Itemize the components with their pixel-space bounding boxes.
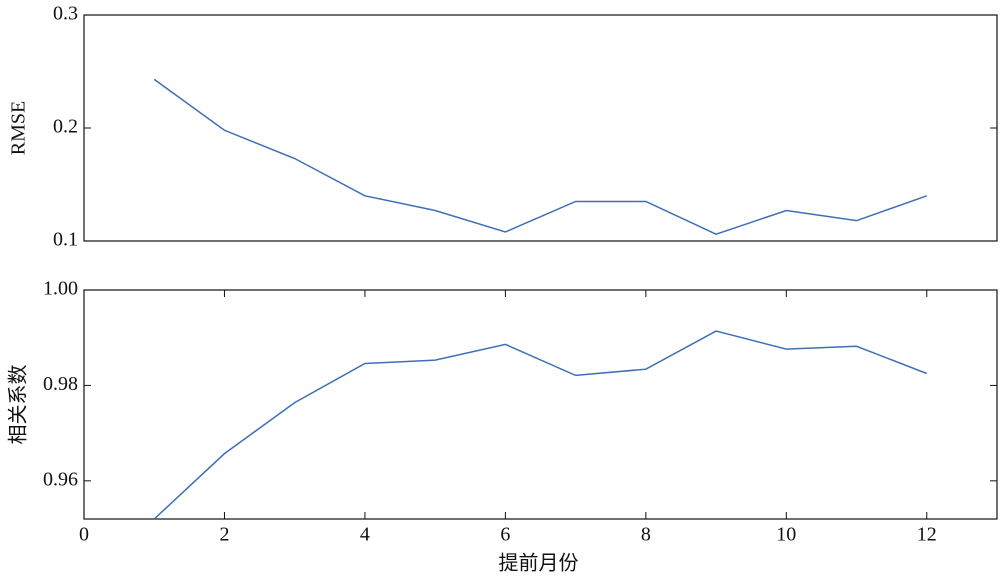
y-tick-label: 1.00 <box>43 278 78 300</box>
y-tick-label: 0.96 <box>43 468 78 490</box>
x-tick-label: 8 <box>641 524 651 546</box>
y-tick-label: 0.98 <box>43 373 78 395</box>
y-tick-label: 0.2 <box>53 116 78 138</box>
x-tick-label: 6 <box>500 524 510 546</box>
y-axis-label: RMSE <box>8 101 30 155</box>
x-tick-label: 0 <box>79 524 89 546</box>
x-tick-label: 12 <box>917 524 937 546</box>
x-tick-label: 2 <box>219 524 229 546</box>
data-line <box>153 330 928 520</box>
x-axis-label: 提前月份 <box>499 552 579 575</box>
y-tick-label: 0.3 <box>53 3 78 25</box>
plot-frame <box>83 289 998 520</box>
data-line <box>153 78 928 236</box>
y-tick-label: 0.1 <box>53 229 78 251</box>
y-axis-label: 相关系数 <box>7 365 30 445</box>
x-tick-label: 4 <box>360 524 370 546</box>
x-tick-label: 10 <box>776 524 796 546</box>
